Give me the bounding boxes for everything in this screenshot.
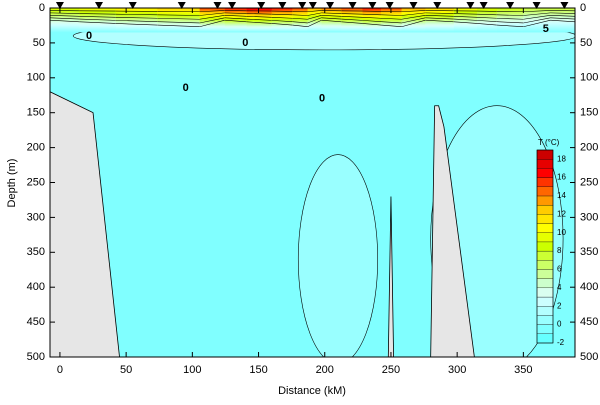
colorbar-swatch — [537, 233, 553, 242]
colorbar-swatch — [537, 214, 553, 223]
y-tick-label-right: 50 — [580, 37, 592, 49]
colorbar-tick-label: 14 — [557, 191, 566, 200]
colorbar-swatch — [537, 297, 553, 306]
y-tick-label: 300 — [27, 211, 45, 223]
x-tick-label: 50 — [120, 364, 132, 376]
y-tick-label: 250 — [27, 176, 45, 188]
y-tick-label: 100 — [27, 72, 45, 84]
colorbar-tick-label: 6 — [557, 265, 562, 274]
contour-label: 0 — [319, 93, 325, 105]
colorbar-tick-label: 18 — [557, 154, 566, 163]
y-tick-label-right: 250 — [580, 176, 598, 188]
colorbar-tick-label: 12 — [557, 209, 566, 218]
y-tick-label: 500 — [27, 351, 45, 363]
y-tick-label-right: 500 — [580, 351, 598, 363]
field: 0 0 0 0 5 — [50, 8, 576, 371]
colorbar-title: T (°C) — [538, 138, 560, 147]
contour-label: 5 — [543, 23, 549, 35]
x-tick-label: 150 — [249, 364, 267, 376]
colorbar-tick-label: 4 — [557, 283, 562, 292]
colorbar-swatch — [537, 269, 553, 278]
y-axis-label: Depth (m) — [6, 159, 18, 208]
y-tick-label: 400 — [27, 281, 45, 293]
y-tick-label: 200 — [27, 142, 45, 154]
colorbar-swatch — [537, 224, 553, 233]
colorbar-swatch — [537, 187, 553, 196]
colorbar-tick-label: 8 — [557, 246, 562, 255]
y-tick-label-right: 100 — [580, 72, 598, 84]
colorbar-tick-label: 10 — [557, 228, 566, 237]
x-tick-label: 100 — [183, 364, 201, 376]
contour-label: 0 — [242, 37, 248, 49]
y-tick-label-right: 400 — [580, 281, 598, 293]
x-tick-label: 350 — [514, 364, 532, 376]
y-tick-label: 350 — [27, 246, 45, 258]
x-tick-label: 300 — [448, 364, 466, 376]
colorbar-swatch — [537, 315, 553, 324]
colorbar-swatch — [537, 306, 553, 315]
contour-label: 0 — [86, 30, 92, 42]
colorbar-tick-label: 16 — [557, 173, 566, 182]
y-tick-label-right: 200 — [580, 142, 598, 154]
contour-label: 0 — [183, 82, 189, 94]
colorbar-swatch — [537, 205, 553, 214]
colorbar-swatch — [537, 159, 553, 168]
colorbar-swatch — [537, 242, 553, 251]
x-axis-label: Distance (kM) — [278, 385, 346, 397]
colorbar-swatch — [537, 334, 553, 343]
colorbar-swatch — [537, 196, 553, 205]
colorbar-swatch — [537, 260, 553, 269]
y-tick-label-right: 350 — [580, 246, 598, 258]
y-tick-label: 0 — [39, 2, 45, 14]
colorbar-tick-label: -2 — [557, 338, 565, 347]
y-tick-label-right: 450 — [580, 316, 598, 328]
y-tick-label-right: 0 — [580, 2, 586, 14]
colorbar-swatch — [537, 178, 553, 187]
y-tick-label: 150 — [27, 107, 45, 119]
colorbar-swatch — [537, 251, 553, 260]
x-tick-label: 0 — [57, 364, 63, 376]
colorbar-tick-label: 0 — [557, 320, 562, 329]
x-tick-label: 250 — [382, 364, 400, 376]
y-tick-label-right: 300 — [580, 211, 598, 223]
y-tick-label-right: 150 — [580, 107, 598, 119]
colorbar-swatch — [537, 325, 553, 334]
colorbar-swatch — [537, 168, 553, 177]
colorbar-swatch — [537, 150, 553, 159]
colorbar-swatch — [537, 279, 553, 288]
y-tick-label: 50 — [33, 37, 45, 49]
temperature-patch — [298, 155, 377, 364]
x-tick-label: 200 — [316, 364, 334, 376]
colorbar-swatch — [537, 288, 553, 297]
y-tick-label: 450 — [27, 316, 45, 328]
colorbar-tick-label: 2 — [557, 301, 562, 310]
